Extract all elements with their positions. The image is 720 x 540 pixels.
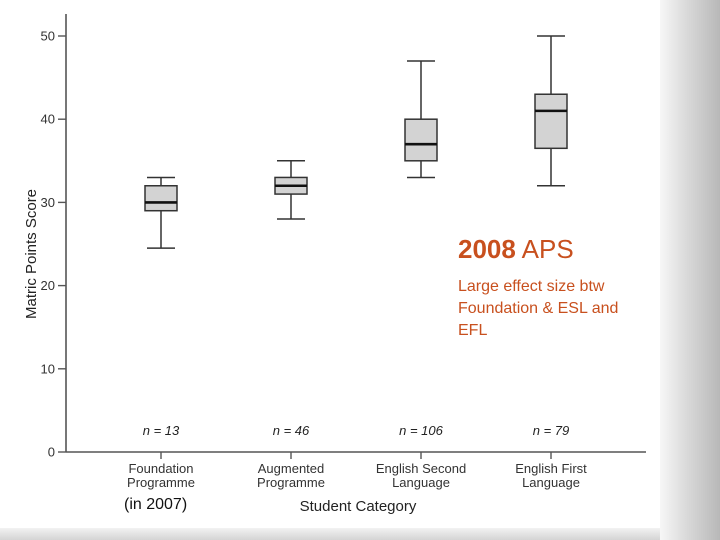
category-label: Programme	[127, 475, 195, 490]
category-label: Foundation	[128, 461, 193, 476]
sample-size-label: n = 79	[533, 423, 570, 438]
category-label: Augmented	[258, 461, 325, 476]
iqr-box	[404, 118, 438, 162]
annotation: 2008 APS Large effect size btw Foundatio…	[458, 232, 658, 342]
right-edge-shadow	[660, 0, 720, 540]
axes	[58, 14, 646, 459]
category-label: Language	[392, 475, 450, 490]
sample-size-label: n = 106	[399, 423, 444, 438]
category-label: English First	[515, 461, 587, 476]
sample-size-label: n = 13	[143, 423, 180, 438]
annotation-line: EFL	[458, 322, 488, 339]
annotation-year: 2008	[458, 234, 516, 264]
annotation-title: 2008 APS	[458, 232, 658, 266]
category-label: Language	[522, 475, 580, 490]
y-axis-title: Matric Points Score	[23, 189, 40, 319]
sample-size-label: n = 46	[273, 423, 310, 438]
annotation-line: Foundation & ESL and	[458, 300, 619, 317]
iqr-box	[144, 185, 178, 212]
footnote: (in 2007)	[124, 496, 188, 513]
boxes	[144, 35, 568, 249]
annotation-label: APS	[521, 234, 574, 264]
iqr-box	[534, 93, 568, 150]
annotation-line: Large effect size btw	[458, 278, 605, 295]
y-tick-label: 0	[48, 445, 55, 460]
category-label: Programme	[257, 475, 325, 490]
bottom-edge-shadow	[0, 528, 660, 540]
y-tick-label: 10	[41, 361, 55, 376]
y-tick-label: 50	[41, 29, 55, 44]
annotation-body: Large effect size btw Foundation & ESL a…	[458, 276, 658, 342]
y-tick-label: 30	[41, 195, 55, 210]
category-label: English Second	[376, 461, 466, 476]
labels: 0 10 20 30 40 50 Matric Points Score Student Ca…	[23, 29, 587, 516]
y-tick-label: 20	[41, 278, 55, 293]
x-axis-title: Student Category	[300, 498, 417, 515]
y-tick-label: 40	[41, 112, 55, 127]
